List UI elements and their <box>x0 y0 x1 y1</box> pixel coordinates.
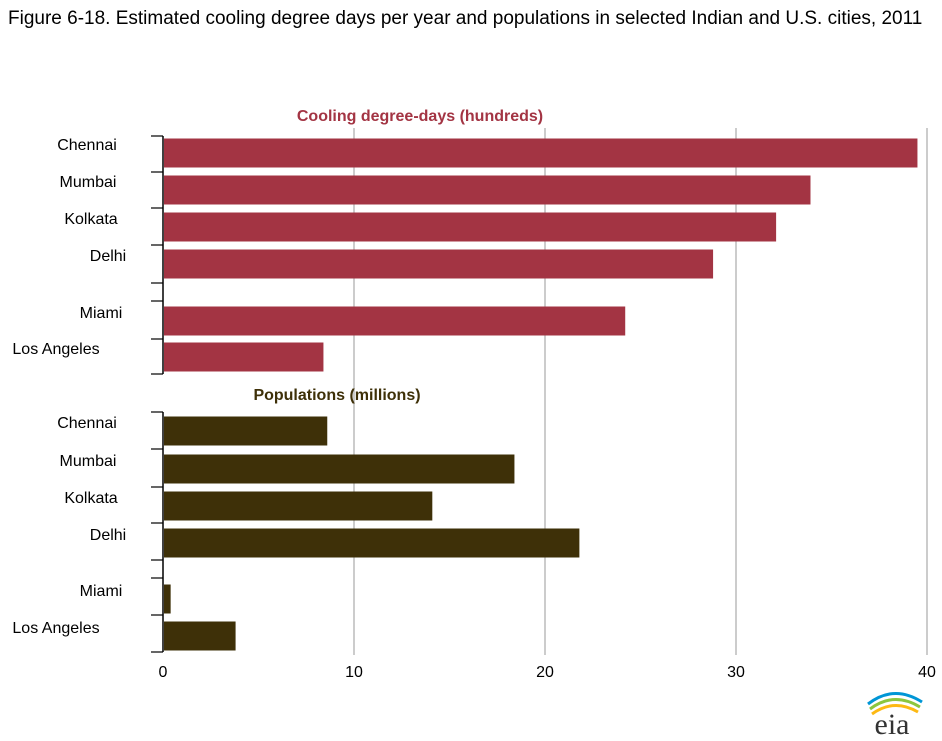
x-tick-label: 40 <box>918 664 936 681</box>
category-label: Los Angeles <box>12 620 99 637</box>
category-label: Kolkata <box>64 211 117 228</box>
panel-2: Populations (millions) Chennai Mumbai Kolka… <box>12 387 580 653</box>
gridlines <box>353 128 928 655</box>
category-label: Miami <box>80 305 123 322</box>
axes: 0 10 20 30 40 <box>159 664 936 681</box>
category-label: Mumbai <box>60 174 117 191</box>
logo-arc-yellow <box>871 704 919 716</box>
bar-miami <box>164 584 171 614</box>
x-tick-label: 0 <box>159 664 168 681</box>
panel-title: Cooling degree-days (hundreds) <box>297 108 543 125</box>
logo-arc-blue <box>867 692 923 706</box>
panel-title: Populations (millions) <box>253 387 420 404</box>
chart-panels: Cooling degree-days (hundreds) Chennai Mum… <box>12 108 918 653</box>
bar-kolkata <box>164 491 433 521</box>
bar-delhi <box>164 249 714 279</box>
category-label: Kolkata <box>64 490 117 507</box>
bar-miami <box>164 306 626 336</box>
bar-mumbai <box>164 454 515 484</box>
bar-mumbai <box>164 175 811 205</box>
category-label: Los Angeles <box>12 341 99 358</box>
x-tick-label: 20 <box>536 664 554 681</box>
category-label: Mumbai <box>60 453 117 470</box>
category-label: Chennai <box>57 415 117 432</box>
bar-los-angeles <box>164 621 236 651</box>
x-tick-label: 30 <box>727 664 745 681</box>
panel-1: Cooling degree-days (hundreds) Chennai Mum… <box>12 108 918 375</box>
logo-text: eia <box>875 708 910 738</box>
chart-title: Figure 6-18. Estimated cooling degree da… <box>8 8 923 29</box>
category-label: Delhi <box>90 527 126 544</box>
bar-los-angeles <box>164 342 324 372</box>
x-tick-label: 10 <box>345 664 363 681</box>
logo-arc-green <box>869 698 921 711</box>
category-label: Delhi <box>90 248 126 265</box>
bar-chennai <box>164 416 328 446</box>
bar-delhi <box>164 528 580 558</box>
category-label: Chennai <box>57 137 117 154</box>
bar-kolkata <box>164 212 777 242</box>
bar-chennai <box>164 138 918 168</box>
eia-logo: eia <box>867 692 923 738</box>
category-label: Miami <box>80 583 123 600</box>
